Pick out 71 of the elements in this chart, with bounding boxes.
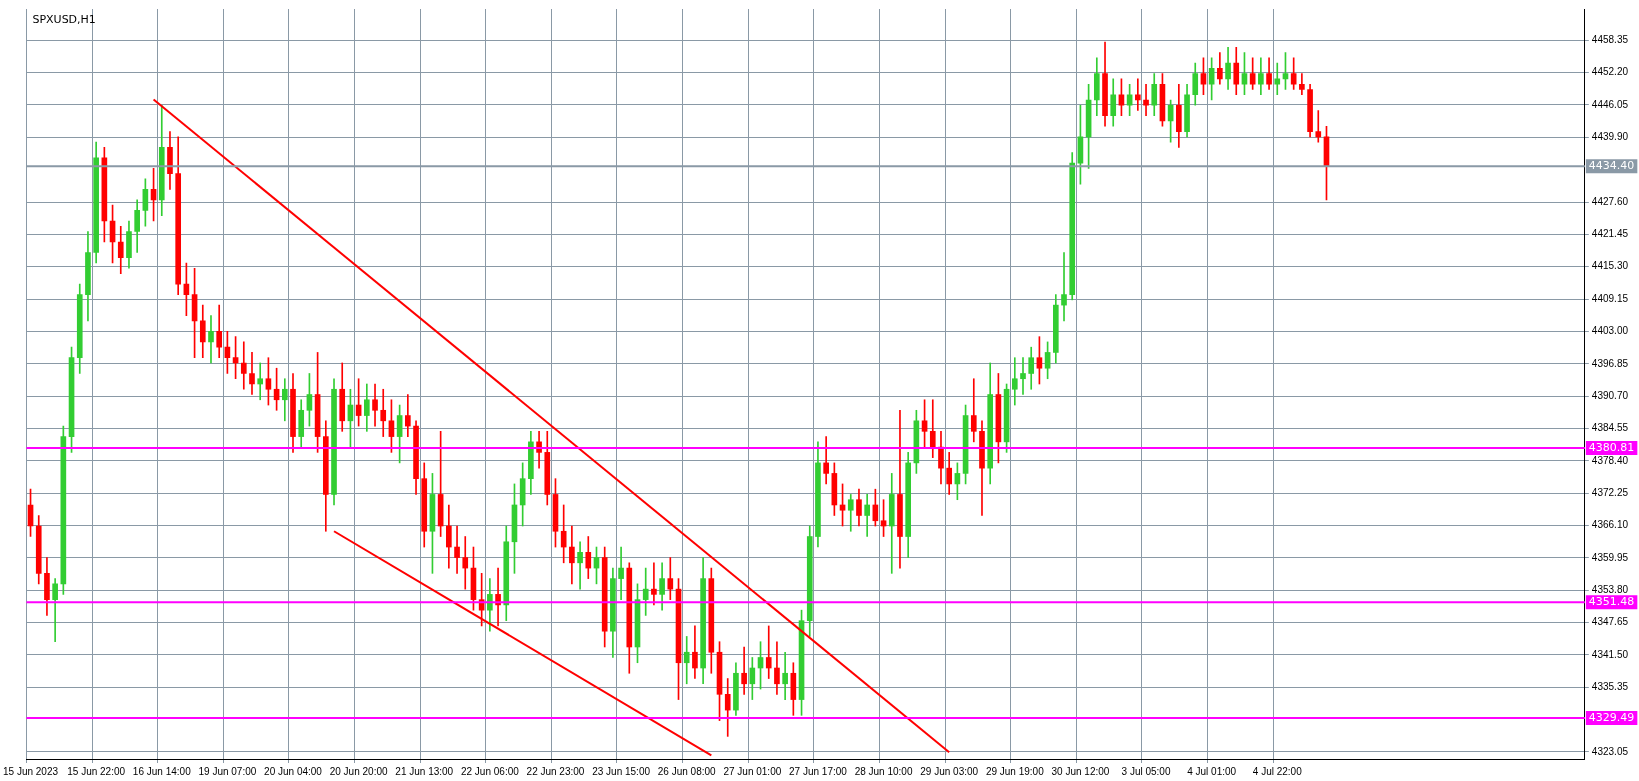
y-tick-label: 4427.60 xyxy=(1591,195,1629,207)
x-tick-label: 22 Jun 23:00 xyxy=(526,765,585,777)
x-tick-label: 22 Jun 06:00 xyxy=(460,765,520,777)
x-tick-label: 27 Jun 17:00 xyxy=(789,765,848,777)
y-tick-label: 4421.45 xyxy=(1591,228,1629,240)
candlestick xyxy=(208,315,214,364)
ref-line-label: 4329.49 xyxy=(1588,710,1635,724)
y-tick-label: 4446.05 xyxy=(1591,98,1629,110)
x-tick-label: 20 Jun 04:00 xyxy=(264,765,323,777)
ref-line-label: 4351.48 xyxy=(1588,595,1635,609)
candlestick xyxy=(741,646,747,695)
y-tick-label: 4458.35 xyxy=(1591,34,1629,46)
x-tick-label: 15 Jun 2023 xyxy=(3,765,59,777)
candlestick xyxy=(454,525,460,574)
x-tick-label: 28 Jun 10:00 xyxy=(854,765,913,777)
candlestick xyxy=(462,536,469,590)
candlestick xyxy=(765,625,772,679)
y-tick-label: 4353.80 xyxy=(1591,583,1629,595)
candlestick xyxy=(281,378,288,422)
y-tick-label: 4359.95 xyxy=(1591,551,1629,563)
y-tick-label: 4403.00 xyxy=(1591,325,1629,337)
x-tick-label: 19 Jun 07:00 xyxy=(198,765,257,777)
candlestick xyxy=(1143,83,1149,117)
y-tick-label: 4390.70 xyxy=(1591,389,1629,401)
y-tick-label: 4366.10 xyxy=(1591,519,1629,531)
x-tick-label: 29 Jun 19:00 xyxy=(985,765,1045,777)
ref-line-label: 4434.40 xyxy=(1588,159,1635,173)
x-tick-label: 16 Jun 14:00 xyxy=(132,765,192,777)
x-tick-label: 20 Jun 20:00 xyxy=(329,765,388,777)
y-tick-label: 4341.50 xyxy=(1591,648,1629,660)
y-tick-label: 4384.55 xyxy=(1591,422,1629,434)
candlestick xyxy=(1274,62,1281,96)
candlestick xyxy=(618,546,624,600)
candlestick xyxy=(683,636,690,685)
y-tick-label: 4323.05 xyxy=(1591,745,1629,757)
y-tick-label: 4452.20 xyxy=(1591,66,1629,78)
y-tick-label: 4396.85 xyxy=(1591,357,1629,369)
x-tick-label: 29 Jun 03:00 xyxy=(920,765,979,777)
candlestick xyxy=(249,352,255,395)
y-tick-label: 4415.30 xyxy=(1591,260,1629,272)
x-tick-label: 27 Jun 01:00 xyxy=(723,765,782,777)
chart-title: SPXUSD,H1 xyxy=(32,13,96,27)
y-tick-label: 4439.90 xyxy=(1591,131,1629,143)
x-tick-label: 26 Jun 08:00 xyxy=(657,765,717,777)
y-tick-label: 4372.25 xyxy=(1591,486,1629,498)
candlestick xyxy=(1011,357,1018,406)
y-tick-label: 4347.65 xyxy=(1591,616,1629,628)
candlestick xyxy=(380,388,387,437)
candlestick xyxy=(1061,252,1067,322)
x-tick-label: 4 Jul 01:00 xyxy=(1187,765,1237,777)
candlestick xyxy=(1135,78,1141,111)
candlestick xyxy=(577,541,583,590)
x-tick-label: 3 Jul 05:00 xyxy=(1121,765,1171,777)
ref-line-label: 4380.81 xyxy=(1588,440,1635,454)
candlestick xyxy=(240,341,247,390)
candlestick xyxy=(667,557,674,600)
candlestick xyxy=(1020,357,1026,395)
y-tick-label: 4409.15 xyxy=(1591,292,1629,304)
y-tick-label: 4335.35 xyxy=(1591,680,1629,692)
x-tick-label: 30 Jun 12:00 xyxy=(1051,765,1110,777)
candlestick xyxy=(405,394,411,437)
y-tick-label: 4378.40 xyxy=(1591,454,1629,466)
candlestick xyxy=(257,362,264,401)
x-tick-label: 15 Jun 22:00 xyxy=(67,765,126,777)
candlestick xyxy=(782,651,788,700)
x-tick-label: 4 Jul 22:00 xyxy=(1252,765,1303,777)
candlestick xyxy=(651,562,657,606)
x-tick-label: 21 Jun 13:00 xyxy=(395,765,454,777)
candlestick xyxy=(864,494,870,537)
x-tick-label: 23 Jun 15:00 xyxy=(592,765,651,777)
candlestick xyxy=(1315,110,1322,143)
